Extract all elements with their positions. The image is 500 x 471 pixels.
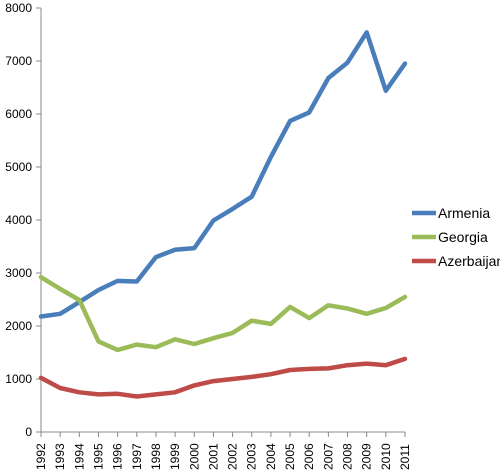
y-tick-label: 7000 bbox=[5, 54, 32, 68]
x-tick-label: 2010 bbox=[379, 443, 393, 470]
x-tick-label: 1993 bbox=[53, 443, 67, 470]
x-tick-label: 2008 bbox=[341, 443, 355, 470]
x-tick-label: 1999 bbox=[168, 443, 182, 470]
y-tick-label: 0 bbox=[25, 425, 32, 439]
y-tick-label: 5000 bbox=[5, 160, 32, 174]
x-tick-label: 2000 bbox=[187, 443, 201, 470]
y-tick-label: 1000 bbox=[5, 372, 32, 386]
axes bbox=[36, 7, 406, 437]
series-line-georgia bbox=[38, 274, 408, 353]
x-tick-label: 2009 bbox=[360, 443, 374, 470]
x-tick-label: 1998 bbox=[149, 443, 163, 470]
x-tick-label: 1994 bbox=[72, 443, 86, 470]
x-tick-label: 1992 bbox=[34, 443, 48, 470]
legend-label-azerbaijan: Azerbaijan bbox=[438, 253, 500, 269]
x-tick-labels: 1992 1993 1994 1995 1996 1997 1998 1999 2000 2001… bbox=[34, 443, 412, 470]
x-tick-label: 2004 bbox=[264, 443, 278, 470]
x-tick-label: 2003 bbox=[245, 443, 259, 470]
x-tick-label: 2005 bbox=[283, 443, 297, 470]
y-tick-labels: 0 1000 2000 3000 4000 5000 6000 7000 8000 bbox=[5, 1, 32, 439]
y-tick-label: 8000 bbox=[5, 1, 32, 15]
x-tick-label: 2007 bbox=[321, 443, 335, 470]
x-tick-label: 1997 bbox=[130, 443, 144, 470]
x-tick-label: 2006 bbox=[302, 443, 316, 470]
x-tick-label: 2011 bbox=[398, 444, 412, 470]
x-tick-label: 2001 bbox=[206, 443, 220, 470]
y-tick-label: 4000 bbox=[5, 213, 32, 227]
y-tick-label: 6000 bbox=[5, 107, 32, 121]
series-line-azerbaijan bbox=[38, 356, 408, 399]
legend: Armenia Georgia Azerbaijan bbox=[412, 205, 500, 269]
y-tick-label: 2000 bbox=[5, 319, 32, 333]
y-tick-label: 3000 bbox=[5, 266, 32, 280]
x-tick-label: 1996 bbox=[111, 443, 125, 470]
x-tick-label: 1995 bbox=[91, 443, 105, 470]
x-tick-label: 2002 bbox=[226, 443, 240, 470]
legend-label-georgia: Georgia bbox=[438, 229, 488, 245]
series-line-armenia bbox=[38, 30, 408, 319]
series-lines bbox=[38, 30, 408, 399]
legend-label-armenia: Armenia bbox=[438, 205, 490, 221]
